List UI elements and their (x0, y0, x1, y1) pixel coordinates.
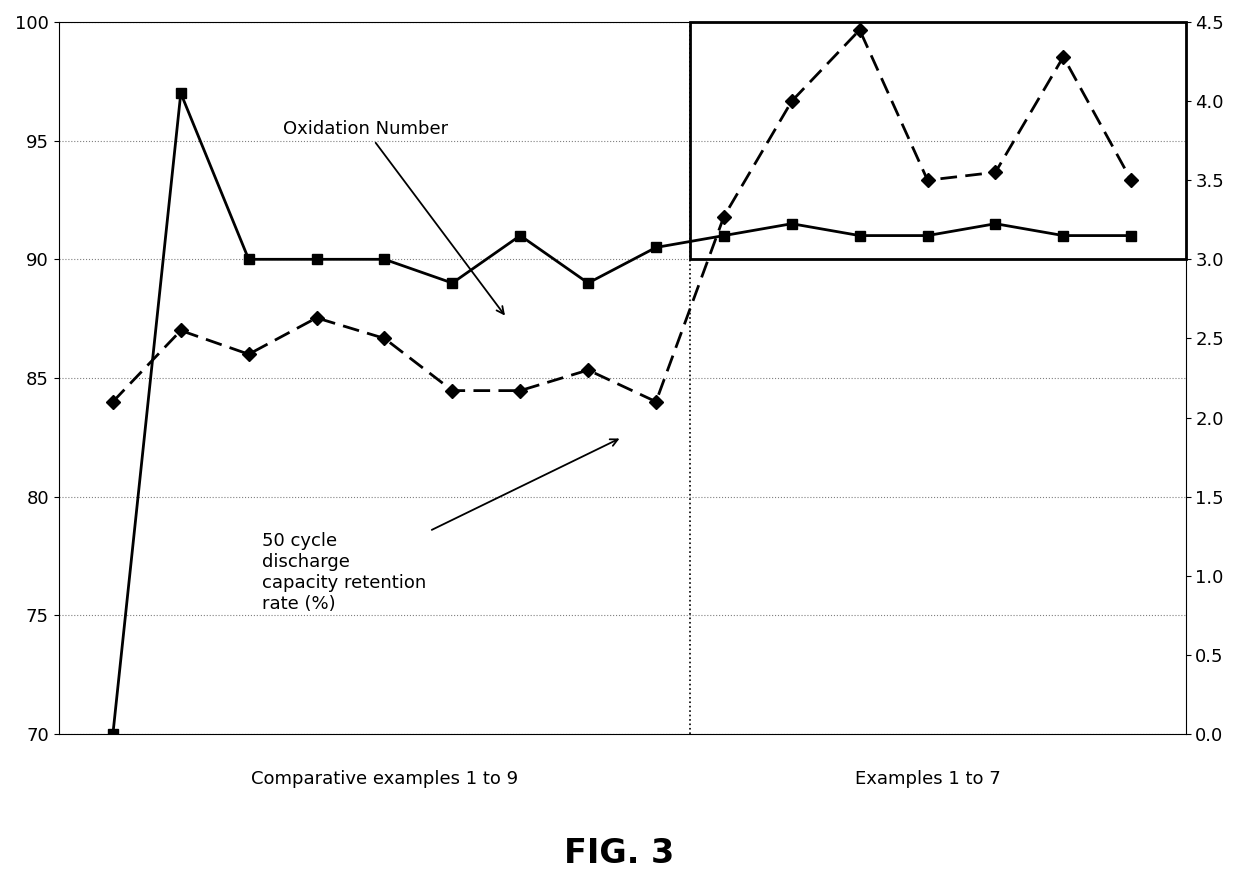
Text: 50 cycle
discharge
capacity retention
rate (%): 50 cycle discharge capacity retention ra… (263, 439, 618, 612)
Text: Oxidation Number: Oxidation Number (282, 120, 504, 314)
Text: Comparative examples 1 to 9: Comparative examples 1 to 9 (250, 769, 518, 788)
Bar (690, 22, 1186, 260)
Text: Examples 1 to 7: Examples 1 to 7 (855, 769, 1000, 788)
Text: FIG. 3: FIG. 3 (565, 837, 674, 870)
